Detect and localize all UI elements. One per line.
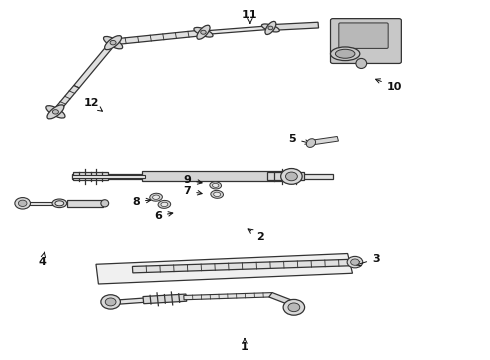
Ellipse shape [103,36,122,49]
Text: 11: 11 [242,10,258,23]
Ellipse shape [211,190,223,198]
Ellipse shape [194,27,213,37]
Circle shape [15,198,30,209]
Polygon shape [96,253,352,284]
Ellipse shape [335,49,355,58]
Polygon shape [72,174,152,179]
Circle shape [52,110,58,114]
Ellipse shape [265,21,276,35]
Ellipse shape [152,195,160,199]
Ellipse shape [150,193,162,201]
Polygon shape [67,200,103,207]
Text: 2: 2 [248,229,264,242]
Ellipse shape [210,182,221,189]
Circle shape [268,26,273,30]
Polygon shape [72,175,145,178]
Ellipse shape [101,200,109,207]
Polygon shape [120,298,145,304]
Polygon shape [184,293,272,300]
Ellipse shape [214,192,220,197]
Text: 9: 9 [183,175,202,185]
Circle shape [286,172,297,181]
Text: 8: 8 [132,197,151,207]
Polygon shape [301,174,333,179]
Circle shape [110,40,116,45]
Polygon shape [201,26,270,35]
Text: 4: 4 [38,252,46,267]
Text: 3: 3 [356,254,380,266]
Polygon shape [113,30,201,45]
Ellipse shape [306,139,316,147]
Polygon shape [56,86,79,109]
FancyBboxPatch shape [331,19,401,63]
Circle shape [347,256,363,268]
Ellipse shape [197,25,210,39]
Polygon shape [74,46,112,88]
Ellipse shape [213,183,219,187]
Text: 6: 6 [154,211,173,221]
Circle shape [281,168,302,184]
Text: 10: 10 [376,79,402,92]
Polygon shape [269,22,319,31]
Ellipse shape [46,105,65,118]
Polygon shape [73,172,108,180]
Polygon shape [143,171,289,181]
Polygon shape [25,202,54,205]
Text: 12: 12 [83,98,102,111]
Polygon shape [267,172,304,180]
Text: 5: 5 [289,134,310,144]
Circle shape [105,298,116,306]
Ellipse shape [161,202,168,207]
Circle shape [283,300,305,315]
Polygon shape [143,294,187,304]
Circle shape [351,259,359,265]
Circle shape [19,200,27,207]
FancyBboxPatch shape [339,23,388,48]
Circle shape [201,30,206,34]
Text: 7: 7 [183,186,202,196]
Text: 1: 1 [241,339,249,352]
Polygon shape [269,293,291,304]
Ellipse shape [55,201,64,206]
Circle shape [288,303,300,312]
Ellipse shape [158,201,171,208]
Ellipse shape [262,24,279,32]
Circle shape [101,295,121,309]
Polygon shape [313,136,339,145]
Ellipse shape [52,199,67,208]
Ellipse shape [47,105,64,119]
Ellipse shape [331,47,360,60]
Polygon shape [132,259,353,273]
Ellipse shape [105,36,122,50]
Ellipse shape [356,58,367,68]
